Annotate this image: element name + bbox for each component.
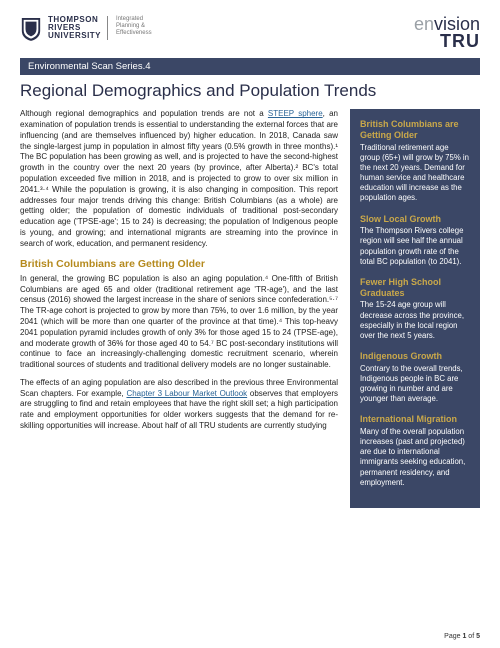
sidebar-title: British Columbians are Getting Older [360, 119, 470, 141]
footer-pre: Page [444, 633, 462, 640]
sidebar-text: The 15-24 age group will decrease across… [360, 300, 470, 341]
tru-wordmark: THOMPSON RIVERS UNIVERSITY [48, 16, 108, 40]
envision-logo: envision TRU [414, 16, 480, 50]
tru-shield-icon [20, 16, 42, 42]
unit-line-3: Effectiveness [116, 30, 152, 37]
page-title: Regional Demographics and Population Tre… [20, 81, 480, 101]
main-column: Although regional demographics and popul… [20, 109, 338, 508]
envision-tru: TRU [414, 33, 480, 50]
chapter3-link[interactable]: Chapter 3 Labour Market Outlook [126, 389, 247, 398]
intro-text-a: Although regional demographics and popul… [20, 109, 268, 118]
sidebar-title: Slow Local Growth [360, 214, 470, 225]
sidebar-title: Indigenous Growth [360, 351, 470, 362]
sidebar-text: Contrary to the overall trends, Indigeno… [360, 364, 470, 405]
older-paragraph: In general, the growing BC population is… [20, 274, 338, 371]
unit-line-2: Planning & [116, 23, 152, 30]
sidebar-text: The Thompson Rivers college region will … [360, 226, 470, 267]
sidebar-text: Traditional retirement age group (65+) w… [360, 143, 470, 204]
section-heading-older: British Columbians are Getting Older [20, 257, 338, 271]
effects-paragraph: The effects of an aging population are a… [20, 378, 338, 432]
footer-total: 5 [476, 633, 480, 640]
sidebar-title: Fewer High School Graduates [360, 277, 470, 299]
unit-line-1: Integrated [116, 16, 152, 23]
sidebar-block: Slow Local Growth The Thompson Rivers co… [360, 214, 470, 267]
unit-name: Integrated Planning & Effectiveness [114, 16, 152, 38]
sidebar-block: Indigenous Growth Contrary to the overal… [360, 351, 470, 404]
page: THOMPSON RIVERS UNIVERSITY Integrated Pl… [0, 0, 500, 508]
sidebar-block: International Migration Many of the over… [360, 414, 470, 488]
series-bar: Environmental Scan Series.4 [20, 58, 480, 75]
footer-mid: of [466, 633, 476, 640]
intro-text-b: , an examination of population trends is… [20, 109, 338, 248]
envision-light: en [414, 14, 434, 34]
columns: Although regional demographics and popul… [20, 109, 480, 508]
sidebar-text: Many of the overall population increases… [360, 427, 470, 488]
steep-link[interactable]: STEEP sphere [268, 109, 323, 118]
sidebar-block: Fewer High School Graduates The 15-24 ag… [360, 277, 470, 341]
tru-word-3: UNIVERSITY [48, 32, 101, 40]
page-footer: Page 1 of 5 [444, 633, 480, 640]
sidebar-title: International Migration [360, 414, 470, 425]
tru-logo-block: THOMPSON RIVERS UNIVERSITY Integrated Pl… [20, 16, 152, 42]
sidebar: British Columbians are Getting Older Tra… [350, 109, 480, 508]
sidebar-block: British Columbians are Getting Older Tra… [360, 119, 470, 203]
intro-paragraph: Although regional demographics and popul… [20, 109, 338, 249]
header: THOMPSON RIVERS UNIVERSITY Integrated Pl… [20, 16, 480, 50]
